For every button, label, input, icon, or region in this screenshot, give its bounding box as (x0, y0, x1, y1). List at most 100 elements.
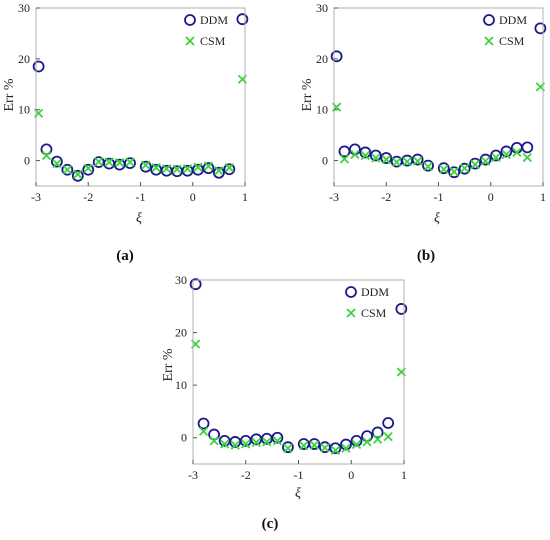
panel-a-xtick-label: -1 (136, 190, 146, 204)
panel-b-csm-point (459, 163, 470, 173)
panel-a-legend-csm-marker (185, 36, 195, 46)
panel-a-ytick-label: 20 (18, 52, 30, 66)
panel-b-csm-point (480, 156, 491, 166)
panel-c-ddm-point (371, 426, 384, 439)
panel-c-ddm-point (271, 431, 284, 444)
panel-a-ddm-point (61, 163, 74, 176)
panel-a-csm-point (151, 163, 161, 173)
panel-b-ddm-point (411, 153, 424, 166)
panel-c-legend: DDM CSM (345, 285, 389, 320)
panel-c-ytick-label: 20 (175, 326, 187, 340)
panel-b-ddm-point (380, 152, 393, 164)
panel-b-ddm-point (348, 143, 361, 156)
panel-c-ddm-point (282, 441, 294, 454)
panel-b-csm-point (402, 156, 412, 167)
panel-c-csm-point (209, 436, 219, 446)
panel-a-ddm-point (71, 169, 84, 182)
panel-c-ddm-point (308, 438, 321, 450)
panel-b-ddm-point (469, 157, 481, 170)
panel-c-csm-point (241, 439, 251, 449)
panel-a-csm-point (203, 161, 214, 171)
panel-b-csm-point (371, 153, 381, 163)
panel-a-ddm-point (202, 162, 215, 175)
panel-c-legend-csm-marker (346, 308, 356, 318)
panel-c-xtick-label: 1 (401, 468, 407, 482)
panel-b-csm-point (522, 152, 532, 163)
panel-a-csm-point (94, 156, 104, 167)
panel-a-csm-point (73, 169, 83, 179)
panel-a-ddm-point (51, 155, 63, 168)
panel-c-csm-point (330, 445, 341, 455)
panel-b-csm-point (439, 164, 449, 174)
panel-c-csm-point (251, 437, 261, 448)
panel-c-ylabel: Err % (161, 348, 176, 381)
panel-c-marks (189, 278, 408, 455)
panel-c-csm-point (283, 443, 293, 453)
panel-a-csm-point (224, 163, 234, 173)
panel-a-ddm-point (150, 163, 163, 176)
panel-b-xtick-label: 0 (488, 190, 494, 204)
panel-c-csm-point (320, 443, 330, 453)
panel-b-csm-point (423, 162, 433, 172)
panel-b-xlabel: ξ (434, 211, 440, 226)
panel-b-ddm-point (458, 162, 471, 175)
panel-a-csm-point (172, 164, 182, 174)
panel-c-csm-point (309, 440, 319, 450)
panel-b-ddm-point (448, 166, 461, 179)
panel-a-ddm-point (113, 158, 126, 171)
panel-a-csm-point (182, 164, 193, 174)
panel-b-csm-point (412, 156, 423, 166)
panel-b-xtick-label: -3 (329, 190, 339, 204)
panel-a-label: (a) (116, 248, 134, 264)
panel-c-xtick-label: -1 (294, 468, 304, 482)
panel-b-ylabel: Err % (300, 78, 315, 111)
panel-c-ddm-point (395, 303, 408, 315)
panel-c-legend-ddm: DDM (361, 285, 389, 299)
panel-a-ylabel: Err % (2, 78, 17, 111)
panel-b-csm-point (512, 147, 522, 158)
panel-b-marks (330, 22, 547, 179)
panel-a-csm-point (104, 157, 114, 167)
panel-c-ddm-point (208, 428, 221, 441)
panel-a-csm-point (52, 158, 62, 169)
panel-b-csm-point (392, 157, 402, 167)
panel-a-legend-ddm-marker (184, 14, 196, 26)
panel-a-xtick-label: 0 (190, 190, 196, 204)
panel-b-ddm-point (500, 145, 513, 158)
panel-b-csm-point (491, 152, 501, 163)
panel-b-csm-point (360, 150, 370, 161)
panel-a-xtick-label: 1 (242, 190, 248, 204)
panel-b-csm-point (470, 160, 480, 170)
panel-a-csm-point (114, 157, 125, 168)
panel-c-csm-point (220, 439, 230, 449)
panel-c-ddm-point (197, 417, 210, 430)
panel-c-ddm-point (350, 434, 363, 447)
panel-a-ddm-point (160, 164, 173, 177)
panel-a-csm-point (62, 165, 72, 175)
panel-b-csm-point (501, 149, 512, 160)
panel-c-csm-point (351, 439, 362, 450)
panel-b-ddm-point (359, 146, 372, 159)
panel-b-ddm-point (479, 153, 492, 166)
panel-a-ytick-label: 30 (18, 1, 30, 15)
panel-c-ytick-label: 30 (175, 273, 187, 287)
panel-b-csm-point (449, 167, 459, 177)
panel-a-ddm-point (181, 164, 194, 177)
panel-c-ddm-point (340, 438, 352, 451)
panel-c-xtick-label: 0 (348, 468, 354, 482)
panel-a-csm-point (41, 150, 52, 161)
panel-a-csm-point (193, 162, 203, 172)
panel-a-csm-point (214, 166, 224, 176)
panel-c-ddm-point (297, 438, 310, 450)
panel-c-csm-point (362, 437, 372, 447)
panel-c-legend-csm: CSM (361, 306, 387, 320)
panel-b-ddm-point (422, 159, 434, 172)
panel-c-csm-point (341, 443, 351, 453)
panel-a-csm-point (83, 163, 93, 173)
